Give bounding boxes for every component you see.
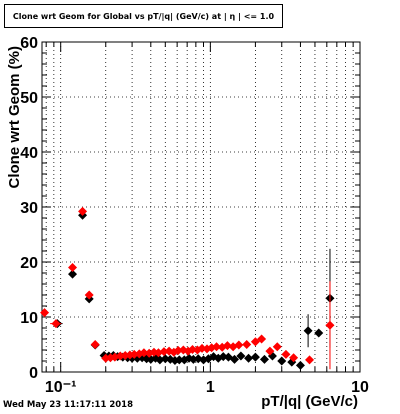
data-point: [212, 342, 222, 352]
data-point: [259, 354, 269, 364]
data-point: [222, 341, 232, 351]
data-point: [314, 328, 324, 338]
data-point: [90, 340, 100, 349]
data-point: [303, 326, 313, 336]
data-point: [40, 308, 50, 318]
data-point: [68, 263, 78, 272]
x-axis-title: pT/|q| (GeV/c): [261, 393, 358, 410]
y-tick-label: 30: [20, 200, 38, 217]
data-point: [242, 340, 252, 349]
grid-lines: [42, 42, 361, 372]
x-tick-label: 10: [351, 379, 369, 396]
data-point: [218, 352, 228, 362]
data-point: [305, 355, 315, 365]
axis-ticks: [42, 41, 361, 373]
data-point: [174, 355, 184, 365]
data-point: [295, 360, 305, 370]
data-point: [51, 319, 61, 329]
data-point: [281, 349, 291, 359]
plot-frame: [41, 41, 361, 373]
data-point: [257, 334, 267, 344]
data-point: [250, 352, 260, 362]
y-tick-label: 50: [20, 90, 38, 107]
data-points: [40, 206, 335, 370]
data-point: [159, 347, 169, 357]
y-tick-label: 40: [20, 145, 38, 162]
y-axis-title: Clone wrt Geom (%): [6, 46, 23, 189]
x-tick-label: 1: [206, 379, 215, 396]
y-tick-label: 0: [29, 365, 38, 382]
chart-title-box: Clone wrt Geom for Global vs pT/|q| (GeV…: [4, 4, 283, 28]
data-point: [277, 356, 287, 366]
y-tick-label: 60: [20, 35, 38, 52]
footer-timestamp: Wed May 23 11:17:11 2018: [3, 400, 134, 410]
data-point: [236, 351, 246, 361]
data-point: [250, 337, 260, 347]
data-point: [68, 269, 78, 279]
y-tick-label: 10: [20, 310, 38, 327]
data-point: [325, 320, 335, 330]
x-tick-label: 10⁻¹: [45, 379, 77, 396]
data-point: [173, 346, 183, 356]
data-point: [244, 353, 254, 363]
data-point: [139, 348, 149, 358]
data-point: [272, 342, 282, 352]
data-point: [234, 340, 244, 350]
data-point: [229, 354, 239, 364]
data-point: [289, 353, 299, 363]
data-point: [84, 290, 94, 300]
data-point: [78, 206, 88, 216]
data-point: [265, 346, 275, 356]
tick-labels: 0 10 20 30 40 50 60 10⁻¹ 1 10: [20, 35, 369, 396]
chart-title: Clone wrt Geom for Global vs pT/|q| (GeV…: [12, 11, 275, 21]
y-tick-label: 20: [20, 255, 38, 272]
